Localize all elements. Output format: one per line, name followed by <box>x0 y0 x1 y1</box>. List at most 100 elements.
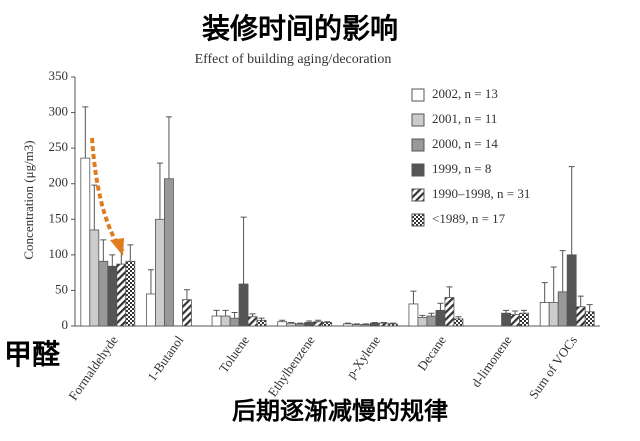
overlay-bottom: 后期逐渐减慢的规律 <box>232 397 448 425</box>
bar <box>369 322 380 327</box>
x-tick-label: Toluene <box>216 333 252 376</box>
error-bar <box>147 269 154 294</box>
bar <box>116 263 127 327</box>
error-bar <box>183 289 190 300</box>
bar <box>322 322 333 327</box>
error-bar <box>100 239 107 262</box>
bar <box>98 260 109 327</box>
error-bar <box>455 316 462 319</box>
bar <box>304 322 315 327</box>
bar <box>566 254 577 327</box>
overlay-title: 装修时间的影响 <box>202 12 398 45</box>
error-bar <box>512 310 519 315</box>
error-bar <box>446 286 453 298</box>
error-bar <box>577 295 584 307</box>
x-tick-label: p-Xylene <box>343 333 383 381</box>
y-tick-label: 200 <box>49 175 69 190</box>
y-tick-label: 350 <box>49 68 69 83</box>
y-tick-label: 150 <box>49 210 69 225</box>
bar <box>277 321 288 327</box>
legend-label: 2002, n = 13 <box>432 86 498 101</box>
bar <box>408 303 419 327</box>
error-bar <box>249 313 256 317</box>
error-bar <box>362 323 369 325</box>
bar <box>211 315 222 327</box>
bar <box>453 318 464 327</box>
x-tick-label: Sum of VOCs <box>526 333 580 402</box>
bar <box>360 324 371 327</box>
overlay-left: 甲醛 <box>4 338 61 371</box>
error-bar <box>324 321 331 323</box>
error-bar <box>127 244 134 262</box>
error-bar <box>222 309 229 317</box>
y-tick-label: 100 <box>49 246 69 261</box>
bar <box>146 293 156 327</box>
bar <box>295 323 306 327</box>
bar <box>125 260 136 327</box>
bar <box>378 322 389 327</box>
error-bar <box>586 304 593 312</box>
error-bar <box>82 106 89 159</box>
bar <box>155 218 165 327</box>
annotation-arrowhead <box>110 238 124 256</box>
bar <box>417 317 428 327</box>
bar <box>313 321 324 327</box>
bar <box>444 297 455 327</box>
bar <box>387 323 398 327</box>
error-bar <box>371 321 378 324</box>
bar <box>519 312 529 327</box>
bar <box>548 302 559 327</box>
annotation-arrow <box>90 137 120 247</box>
error-bar <box>389 322 396 324</box>
error-bar <box>315 319 322 322</box>
error-bar <box>550 266 557 303</box>
y-tick-label: 300 <box>49 104 69 119</box>
bar <box>220 315 231 327</box>
error-bar <box>344 322 351 324</box>
legend-label: 1990–1998, n = 31 <box>432 186 530 201</box>
error-bar <box>419 314 426 318</box>
bar <box>238 283 249 327</box>
legend-label: 2001, n = 11 <box>432 111 497 126</box>
bar <box>584 311 595 327</box>
error-bar <box>165 116 172 179</box>
bar <box>89 229 100 327</box>
error-bar <box>428 312 435 317</box>
bar <box>539 302 550 327</box>
bar <box>435 309 446 327</box>
error-bar <box>231 311 238 319</box>
error-bar <box>437 302 444 311</box>
legend-swatch <box>411 88 425 102</box>
x-tick-label: Ethylbenzene <box>265 333 318 400</box>
error-bar <box>109 254 116 267</box>
bar <box>426 315 437 327</box>
plot: 0 50 100 150 200 250 300 350 Formaldehyde 1-Butan… <box>49 68 595 403</box>
error-bar <box>306 320 313 323</box>
error-bar <box>568 166 575 255</box>
error-bar <box>521 309 528 314</box>
bar <box>164 178 174 327</box>
bar <box>342 323 353 327</box>
legend-swatch <box>411 138 425 152</box>
y-tick-label: 0 <box>62 317 69 332</box>
error-bar <box>353 323 360 325</box>
bar <box>182 299 192 327</box>
error-bar <box>288 321 295 324</box>
x-tick-label: Formaldehyde <box>65 333 120 403</box>
x-tick-label: d-limonene <box>468 333 514 390</box>
bar <box>575 306 586 327</box>
legend-swatch <box>411 188 425 202</box>
y-tick-label: 50 <box>55 281 68 296</box>
x-tick-label: Decane <box>414 333 449 374</box>
bar <box>557 291 568 327</box>
error-bar <box>213 309 220 317</box>
legend-swatch <box>411 113 425 127</box>
bar <box>80 157 91 327</box>
error-bar <box>91 184 98 230</box>
error-bar <box>297 322 304 324</box>
error-bar <box>240 216 247 285</box>
legend-swatch <box>411 213 425 227</box>
error-bar <box>541 282 548 303</box>
legend-swatch <box>411 163 425 177</box>
